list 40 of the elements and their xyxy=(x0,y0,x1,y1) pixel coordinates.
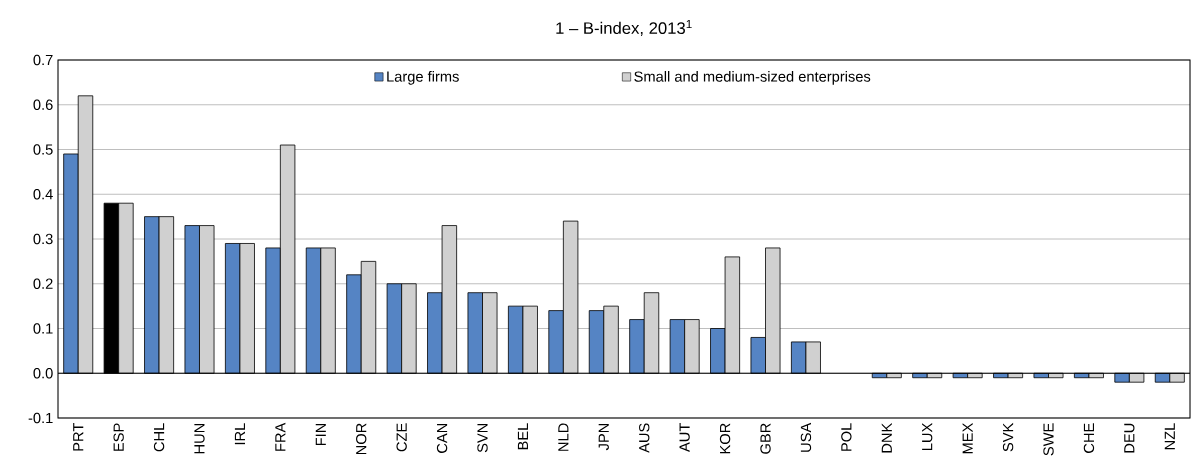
y-tick-label: -0.1 xyxy=(28,412,53,424)
x-tick-label: AUT xyxy=(679,423,690,453)
x-tick-label: USA xyxy=(800,422,812,452)
x-tick-label: KOR xyxy=(719,423,731,454)
y-tick-label: 0.2 xyxy=(33,278,53,289)
legend-label: Small and medium-sized enterprises xyxy=(634,70,871,85)
y-tick-label: 0.4 xyxy=(33,189,53,200)
y-tick-label: 0.3 xyxy=(33,233,53,245)
y-tick-label: 0.5 xyxy=(33,144,53,155)
x-tick-label: CHL xyxy=(153,423,165,452)
x-tick-label: SWE xyxy=(1043,423,1054,456)
x-tick-label: LUX xyxy=(922,423,933,451)
x-tick-label: IRL xyxy=(234,423,245,445)
x-tick-label: CZE xyxy=(396,423,407,452)
x-tick-label: AUS xyxy=(639,423,650,453)
x-tick-label: POL xyxy=(841,423,852,451)
x-tick-label: NOR xyxy=(356,423,367,455)
x-tick-label: DNK xyxy=(881,422,892,453)
x-tick-label: ESP xyxy=(113,423,124,451)
legend-label: Large firms xyxy=(387,70,459,85)
y-tick-label: 0.0 xyxy=(33,368,53,379)
chart-title: 1 – B-index, 2013$^{1}$ xyxy=(556,20,692,36)
y-tick-label: 0.1 xyxy=(33,323,53,334)
x-tick-label: NLD xyxy=(558,423,569,451)
x-tick-label: MEX xyxy=(962,423,973,454)
x-tick-label: GBR xyxy=(760,423,771,454)
x-tick-label: HUN xyxy=(194,423,205,454)
x-tick-label: PRT xyxy=(73,423,84,451)
x-tick-label: CHE xyxy=(1083,423,1095,453)
x-tick-label: CAN xyxy=(436,423,448,453)
x-tick-label: FRA xyxy=(275,422,286,451)
x-tick-label: JPN xyxy=(598,423,609,451)
x-tick-label: DEU xyxy=(1124,423,1135,453)
x-tick-label: NZL xyxy=(1164,423,1175,450)
y-tick-label: 0.6 xyxy=(33,99,53,110)
x-tick-label: BEL xyxy=(517,423,528,450)
x-tick-label: SVN xyxy=(477,423,488,453)
x-tick-label: FIN xyxy=(315,423,326,446)
x-tick-label: SVK xyxy=(1002,422,1014,452)
y-tick-label: 0.7 xyxy=(33,54,53,66)
